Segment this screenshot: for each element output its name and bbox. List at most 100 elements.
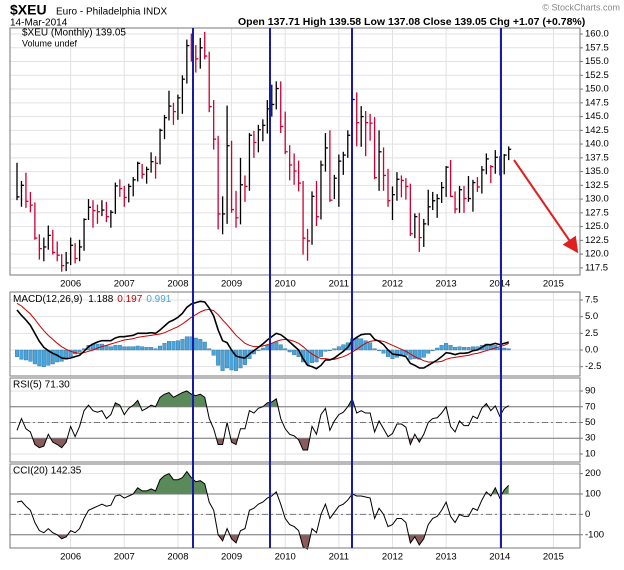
histogram-bar	[198, 339, 203, 351]
histogram-bar	[77, 349, 82, 353]
y-tick-label: 122.5	[585, 235, 609, 246]
source: © StockCharts.com	[542, 2, 620, 12]
y-tick-label: 155.0	[585, 56, 609, 67]
y-tick-label: -2.5	[585, 361, 601, 372]
x-tick-label: 2011	[329, 279, 349, 290]
y-tick-label: 7.5	[585, 295, 598, 306]
symbol: $XEU	[10, 2, 47, 18]
histogram-bar	[327, 349, 332, 351]
histogram-bar	[14, 349, 19, 357]
x-tick-label: 2008	[167, 279, 188, 290]
y-tick-label: 137.5	[585, 152, 609, 163]
x-tick-label: 2012	[382, 552, 403, 563]
histogram-bar	[359, 338, 364, 351]
histogram-bar	[202, 341, 207, 351]
histogram-bar	[175, 340, 180, 351]
histogram-bar	[368, 342, 373, 351]
x-tick-label: 2013	[436, 552, 457, 563]
histogram-bar	[180, 339, 185, 351]
x-tick-label: 2006	[60, 279, 81, 290]
histogram-bar	[211, 349, 216, 356]
volume-note: Volume undef	[22, 38, 78, 48]
x-tick-label: 2015	[543, 279, 564, 290]
histogram-bar	[19, 349, 24, 360]
cci-legend: CCI(20) 142.35	[13, 466, 82, 477]
histogram-bar	[457, 346, 462, 351]
y-tick-label: 117.5	[585, 262, 608, 273]
y-tick-label: 132.5	[585, 180, 609, 191]
histogram-bar	[126, 346, 131, 351]
histogram-bar	[381, 349, 386, 354]
histogram-bar	[216, 349, 221, 366]
histogram-bar	[207, 348, 212, 351]
panel-background	[10, 28, 580, 275]
histogram-bar	[466, 347, 471, 351]
histogram-bar	[336, 346, 341, 351]
histogram-bar	[435, 347, 440, 351]
y-tick-label: 135.0	[585, 166, 609, 177]
price-legend: $XEU (Monthly) 139.05 Volume undef	[22, 28, 126, 49]
y-tick-label: 10	[585, 448, 596, 459]
panel-frame	[9, 463, 581, 549]
histogram-bar	[37, 349, 42, 367]
histogram-bar	[462, 347, 467, 351]
histogram-bar	[256, 349, 261, 351]
panel-background	[10, 292, 580, 376]
x-tick-label: 2008	[167, 552, 188, 563]
histogram-bar	[426, 349, 431, 354]
y-tick-label: 152.5	[585, 70, 609, 81]
rsi-legend: RSI(5) 71.30	[13, 380, 70, 391]
overbought-shading	[133, 471, 509, 494]
x-tick-label: 2015	[543, 552, 564, 563]
histogram-bar	[225, 349, 230, 369]
y-tick-label: 2.5	[585, 328, 598, 339]
annotations	[192, 28, 579, 548]
macd-legend: MACD(12,26,9) 1.188 0.197 0.991	[13, 294, 172, 305]
histogram-bar	[166, 341, 171, 351]
y-tick-label: 0	[585, 509, 590, 520]
histogram-bar	[292, 349, 297, 355]
plot-area: 117.5 120.0 122.5 125.0 127.5 130.0 132.5 135.0…	[9, 27, 609, 563]
histogram-bar	[506, 348, 511, 351]
rsi-line	[16, 470, 510, 550]
y-tick-label: 127.5	[585, 207, 609, 218]
histogram-bar	[162, 343, 167, 351]
macd-legend-value: 1.188	[88, 294, 113, 305]
x-tick-label: 2006	[60, 552, 81, 563]
panel-background	[10, 464, 580, 548]
y-tick-label: 70	[585, 401, 596, 412]
y-tick-label: 50	[585, 417, 596, 428]
panel-frame	[9, 291, 581, 377]
histogram-bar	[310, 349, 315, 363]
histogram-bar	[260, 347, 265, 351]
x-tick-label: 2007	[114, 279, 135, 290]
y-tick-label: 5.0	[585, 311, 598, 322]
histogram-bar	[332, 348, 337, 351]
histogram-bar	[318, 349, 323, 357]
histogram-bar	[108, 346, 113, 351]
signal-line	[16, 302, 509, 363]
histogram-bar	[50, 349, 55, 365]
histogram-bar	[283, 348, 288, 351]
subtitle: Euro - Philadelphia INDX	[56, 7, 167, 18]
x-tick-label: 2007	[114, 552, 135, 563]
histogram-bar	[394, 349, 399, 358]
histogram-bar	[278, 344, 283, 351]
y-tick-label: 142.5	[585, 125, 609, 136]
histogram-bar	[323, 349, 328, 352]
y-tick-label: 160.0	[585, 29, 609, 40]
y-tick-label: 130.0	[585, 194, 609, 205]
histogram-bar	[502, 347, 507, 351]
macd-line	[16, 300, 509, 370]
y-tick-label: 0.0	[585, 345, 598, 356]
histogram-bar	[28, 349, 33, 362]
quote-header: Open 137.71 High 139.58 Low 137.08 Close…	[238, 16, 585, 28]
histogram-bar	[439, 345, 444, 351]
histogram-bar	[444, 343, 449, 351]
y-tick-label: 150.0	[585, 84, 609, 95]
y-tick-label: 140.0	[585, 139, 609, 150]
histogram-bar	[113, 345, 118, 351]
histogram-bar	[412, 349, 417, 359]
histogram-bar	[341, 344, 346, 351]
histogram-bar	[453, 347, 458, 351]
